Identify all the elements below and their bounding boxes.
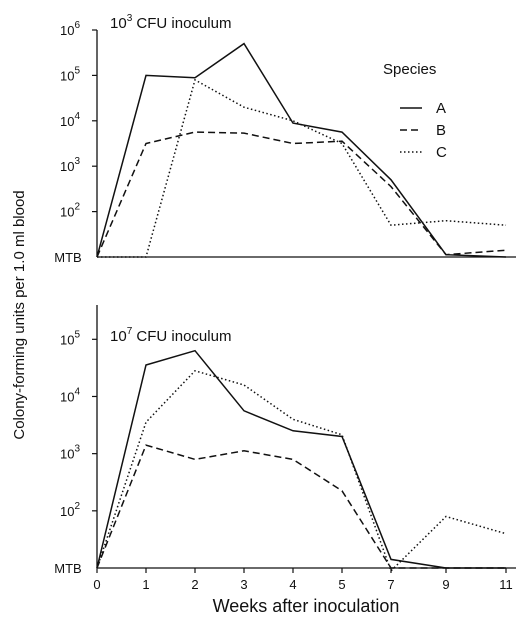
panel-bottom-y-tick-label: 105	[60, 329, 80, 347]
x-tick-label: 11	[499, 577, 513, 592]
panel-bottom-series-b-line	[96, 444, 506, 569]
panel-bottom-series	[96, 349, 507, 573]
x-tick-label: 4	[289, 577, 296, 592]
panel-top-y-tick-label: 104	[60, 111, 80, 129]
x-tick-label: 1	[142, 577, 149, 592]
x-tick-label: 2	[191, 577, 198, 592]
panel-bottom-baseline-label: MTB	[54, 561, 81, 576]
legend-label-b: B	[436, 122, 446, 139]
x-tick-label: 3	[240, 577, 247, 592]
panel-top-y-tick-label: 106	[60, 20, 80, 38]
panel-bottom-y-tick-label: 102	[60, 501, 80, 519]
legend-label-c: C	[436, 144, 447, 161]
x-tick-label: 7	[387, 577, 394, 592]
panel-bottom-title: 107 CFU inoculum	[110, 326, 231, 345]
panel-top-baseline-label: MTB	[54, 250, 81, 265]
panel-top-series-a-line	[96, 42, 507, 258]
legend-title: Species	[383, 61, 436, 78]
panel-top-y-tick-label: 102	[60, 202, 80, 220]
panel-bottom-y-tick-label: 104	[60, 386, 80, 404]
x-tick-label: 9	[442, 577, 449, 592]
legend-entry-a: A	[400, 100, 446, 117]
panel-bottom-title-rest: CFU inoculum	[132, 328, 231, 345]
panel-top-title-exp: 3	[127, 13, 133, 24]
x-axis-ticks: 0 1 2 3 4 5 7 9 11	[93, 568, 513, 592]
panel-top-y-tick-label: 103	[60, 156, 80, 174]
panel-top-y-ticks: 102 103 104 105 106	[60, 20, 97, 220]
panel-top: 102 103 104 105 106 MTB 103 CFU inoculum	[54, 13, 516, 265]
panel-bottom-title-base: 10	[110, 328, 127, 345]
panel-top-y-tick-label: 105	[60, 65, 80, 83]
panel-top-title: 103 CFU inoculum	[110, 13, 231, 32]
legend-entry-c: C	[400, 144, 447, 161]
x-tick-label: 5	[338, 577, 345, 592]
legend-label-a: A	[436, 100, 446, 117]
panel-bottom-title-exp: 7	[127, 326, 133, 337]
panel-top-title-rest: CFU inoculum	[132, 15, 231, 32]
panel-bottom-series-c-line	[96, 369, 507, 573]
x-tick-label: 0	[93, 577, 100, 592]
panel-bottom-series-a-line	[96, 349, 506, 569]
legend-entry-b: B	[400, 122, 446, 139]
panel-bottom-y-ticks: 102 103 104 105	[60, 329, 97, 519]
panel-top-title-base: 10	[110, 15, 127, 32]
panel-bottom-y-tick-label: 103	[60, 444, 80, 462]
x-axis-title: Weeks after inoculation	[213, 596, 400, 616]
panel-top-series	[96, 42, 507, 258]
y-axis-title: Colony-forming units per 1.0 ml blood	[11, 190, 28, 439]
legend: Species A B C	[383, 61, 447, 161]
